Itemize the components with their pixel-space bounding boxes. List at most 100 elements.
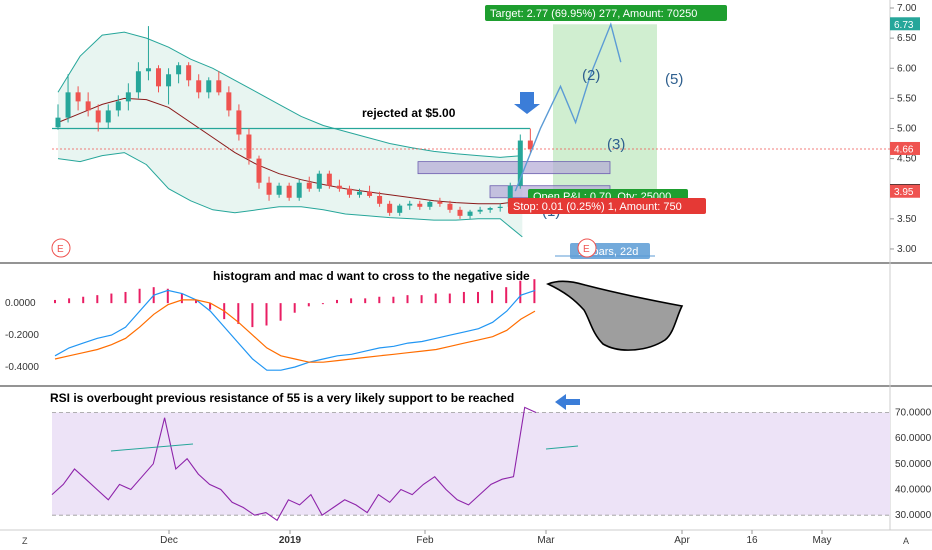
time-axis[interactable]: Dec 2019 Feb Mar Apr 16 May	[160, 530, 831, 546]
candle-body	[75, 92, 81, 102]
price-tick-label: 6.00	[897, 63, 917, 74]
macd-histogram-bar	[293, 303, 296, 313]
macd-histogram-bar	[519, 280, 522, 304]
bollinger-upper	[57, 31, 523, 158]
cup-shape-drawing[interactable]	[546, 280, 684, 351]
macd-histogram-bar	[237, 303, 240, 324]
bollinger-lower	[57, 152, 523, 238]
rsi-resistance-line[interactable]	[110, 443, 194, 452]
candle-body	[517, 140, 523, 186]
candle-body	[326, 173, 332, 186]
price-label-box	[890, 184, 920, 198]
candle-body	[276, 185, 282, 195]
price-tick-label: 7.00	[897, 3, 917, 14]
candle-body	[196, 80, 202, 93]
candle-body	[306, 182, 312, 189]
macd-histogram-bar	[321, 303, 324, 305]
earnings-marker-2[interactable]	[577, 238, 597, 258]
annotation-macd: histogram and mac d want to cross to the…	[213, 269, 530, 283]
time-tick-label: Mar	[537, 535, 555, 546]
macd-line	[54, 289, 536, 371]
projection-path	[514, 22, 622, 192]
wave-label-3: (3)	[607, 136, 625, 153]
candle-body	[226, 92, 232, 111]
macd-histogram-bar	[251, 303, 254, 328]
macd-histogram-bar	[350, 298, 353, 304]
rsi-tick-label: 40.0000	[895, 485, 932, 496]
earnings-marker-1[interactable]	[51, 238, 71, 258]
candle-body	[95, 110, 101, 123]
macd-histogram-bar	[491, 290, 494, 304]
candle-body	[186, 65, 192, 81]
candle-body	[85, 101, 91, 111]
macd-histogram-bar	[378, 296, 381, 304]
macd-histogram-bar	[336, 299, 338, 304]
candle-body	[246, 134, 252, 159]
target-tag-text: Target: 2.77 (69.95%) 277, Amount: 70250	[490, 8, 697, 20]
macd-tick-label: 0.0000	[5, 298, 36, 309]
supply-zone-rect-1[interactable]	[417, 161, 611, 175]
price-tick-label: 5.50	[897, 93, 917, 104]
macd-histogram-bar	[54, 299, 56, 304]
rsi-axis[interactable]: 70.0000 60.0000 50.0000 40.0000 30.0000	[895, 408, 932, 522]
macd-histogram-bar	[68, 298, 71, 304]
candle-body	[316, 173, 322, 189]
price-tick-label: 3.00	[897, 244, 917, 255]
candlestick-series	[55, 26, 533, 219]
bollinger-bands	[57, 31, 523, 238]
macd-histogram-bar	[364, 298, 367, 304]
macd-histogram-bar	[180, 293, 183, 304]
macd-tick-label: -0.4000	[5, 362, 39, 373]
earnings-marker-1-text: E	[57, 244, 64, 255]
macd-signal-line	[54, 299, 536, 363]
candle-body	[286, 185, 292, 198]
candle-body	[125, 92, 131, 102]
rsi-tick-label: 30.0000	[895, 510, 932, 521]
macd-pane	[54, 279, 536, 371]
price-tick-label: 4.50	[897, 154, 917, 165]
candle-body	[527, 140, 533, 149]
price-tick-label: 3.50	[897, 214, 917, 225]
candle-body	[387, 203, 393, 213]
macd-axis[interactable]: 0.0000 -0.2000 -0.4000	[5, 298, 39, 373]
candle-body	[256, 158, 262, 183]
price-axis[interactable]: 7.00 6.50 6.00 5.50 5.00 4.50 3.50 3.00	[890, 3, 917, 255]
bollinger-basis	[57, 97, 523, 205]
price-tick-label: 6.50	[897, 33, 917, 44]
projection-line[interactable]	[514, 22, 622, 192]
candle-body	[447, 203, 453, 210]
candle-body	[437, 201, 443, 204]
auto-scale-button[interactable]: A	[903, 536, 909, 546]
macd-histogram-bar	[392, 296, 395, 304]
candle-body	[145, 68, 151, 72]
macd-histogram-bar	[265, 303, 268, 326]
timezone-button[interactable]: Z	[22, 536, 28, 546]
macd-histogram-bar	[307, 303, 310, 307]
candle-body	[457, 209, 463, 216]
rsi-tick-label: 70.0000	[895, 408, 932, 419]
macd-histogram-bar	[434, 293, 437, 304]
macd-histogram-bar	[420, 295, 423, 304]
macd-histogram-bar	[406, 295, 409, 304]
time-tick-label: Dec	[160, 535, 178, 546]
candle-body	[156, 68, 161, 87]
price-label-text: 3.95	[894, 187, 914, 198]
time-tick-label: Feb	[416, 535, 434, 546]
candle-body	[55, 117, 61, 128]
price-tick-label: 5.00	[897, 123, 917, 134]
annotation-rsi: RSI is overbought previous resistance of…	[50, 391, 514, 405]
macd-histogram-bar	[448, 293, 451, 304]
stop-tag[interactable]	[508, 198, 706, 214]
earnings-marker-2-text: E	[583, 244, 590, 255]
macd-histogram-bar	[462, 291, 465, 304]
rsi-support-line[interactable]	[545, 445, 579, 450]
candle-body	[346, 188, 352, 195]
candle-body	[357, 191, 362, 195]
candle-body	[507, 185, 513, 207]
macd-histogram-bar	[82, 296, 85, 304]
candle-body	[497, 206, 503, 209]
candle-body	[336, 185, 342, 189]
macd-histogram-bar	[124, 291, 127, 304]
target-tag[interactable]	[485, 5, 727, 21]
